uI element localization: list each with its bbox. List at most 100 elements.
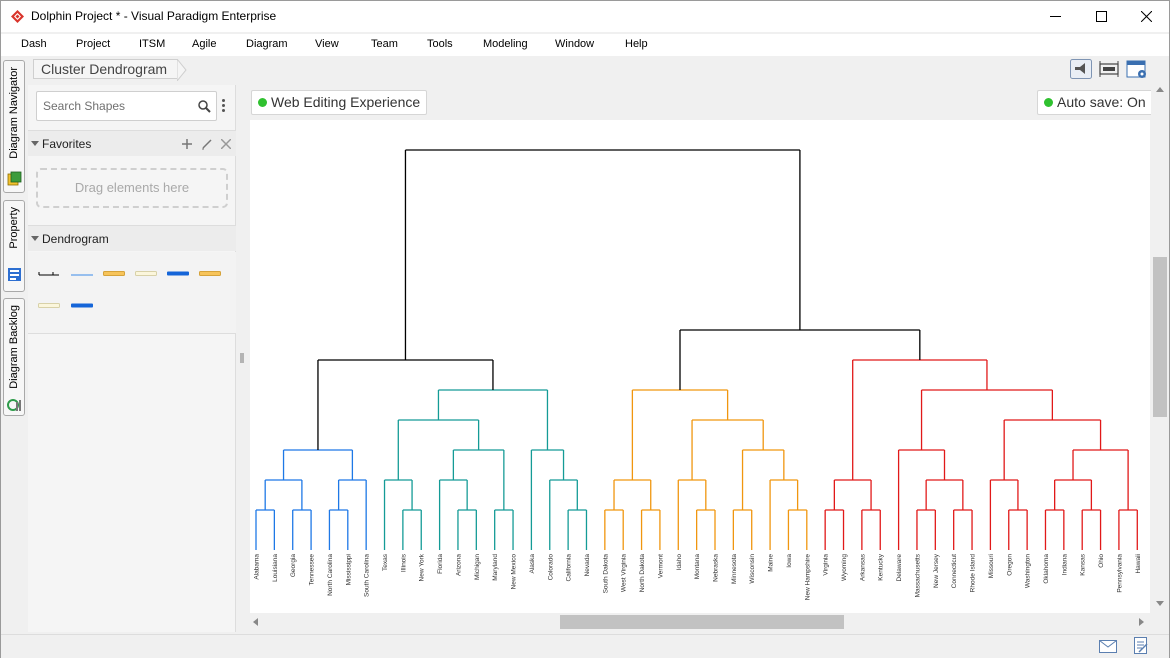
auto-save-chip[interactable]: Auto save: On <box>1037 90 1153 115</box>
maximize-icon <box>1095 11 1107 22</box>
light-bar-shape[interactable] <box>135 271 157 277</box>
dendrogram-section-header[interactable]: Dendrogram <box>28 225 236 251</box>
menu-diagram[interactable]: Diagram <box>246 38 288 50</box>
menu-team[interactable]: Team <box>371 38 398 50</box>
document-icon[interactable] <box>1133 637 1149 655</box>
menu-dash[interactable]: Dash <box>21 38 47 50</box>
leaf-label: North Carolina <box>327 554 334 596</box>
leaf-label: Wyoming <box>841 554 848 581</box>
menu-window[interactable]: Window <box>555 38 595 50</box>
leaf-label: Kentucky <box>878 553 885 580</box>
vertical-scroll-thumb[interactable] <box>1153 257 1167 417</box>
menu-tools[interactable]: Tools <box>427 38 453 50</box>
property-icon <box>8 268 21 281</box>
orange-bar-shape-2[interactable] <box>199 271 221 277</box>
favorites-title: Favorites <box>42 137 92 151</box>
visual-paradigm-logo-icon <box>11 10 24 23</box>
leaf-label: Louisiana <box>272 554 279 582</box>
add-icon[interactable] <box>182 139 192 149</box>
search-placeholder: Search Shapes <box>43 99 126 113</box>
favorites-section-header[interactable]: Favorites <box>28 130 236 156</box>
blue-line-shape[interactable] <box>71 272 93 276</box>
minimize-icon <box>1049 16 1061 17</box>
panel-splitter[interactable] <box>236 85 249 632</box>
leaf-label: Connecticut <box>951 554 958 589</box>
scroll-right-icon[interactable] <box>1139 618 1145 626</box>
menu-view[interactable]: View <box>315 38 339 50</box>
blue-bar-shape-2[interactable] <box>71 303 93 309</box>
leaf-label: South Dakota <box>602 554 609 594</box>
leaf-label: New Jersey <box>933 553 940 588</box>
leaf-label: Montana <box>694 554 701 580</box>
leaf-label: Maine <box>768 554 775 572</box>
leaf-label: North Dakota <box>639 554 646 593</box>
dendrogram-section-title: Dendrogram <box>42 232 109 246</box>
light-bar-shape-2[interactable] <box>38 303 60 309</box>
edit-icon[interactable] <box>201 138 213 150</box>
tab-diagram-backlog-label: Diagram Backlog <box>8 305 20 389</box>
search-shapes-input[interactable]: Search Shapes <box>36 91 217 121</box>
menu-help[interactable]: Help <box>625 38 648 50</box>
window-title: Dolphin Project * - Visual Paradigm Ente… <box>31 9 277 23</box>
maximize-button[interactable] <box>1078 1 1124 32</box>
leaf-label: Michigan <box>474 554 481 580</box>
web-editing-chip[interactable]: Web Editing Experience <box>251 90 428 115</box>
vertical-scrollbar[interactable] <box>1151 85 1169 615</box>
cluster-dendrogram[interactable]: Alabama Louisiana Georgia Tennessee North Ca… <box>250 120 1150 613</box>
horizontal-scroll-thumb[interactable] <box>560 615 844 629</box>
collapse-caret-icon[interactable] <box>31 141 39 146</box>
dendrogram-canvas[interactable]: Alabama Louisiana Georgia Tennessee North Ca… <box>250 120 1150 613</box>
blue-bar-shape[interactable] <box>167 271 189 277</box>
leaf-label: West Virginia <box>621 554 628 592</box>
tab-diagram-navigator-label: Diagram Navigator <box>8 67 20 159</box>
scroll-down-icon[interactable] <box>1156 601 1164 607</box>
more-options-icon[interactable] <box>222 99 225 112</box>
orange-bar-shape[interactable] <box>103 271 125 277</box>
mail-icon[interactable] <box>1099 640 1117 653</box>
dendrogram-link-shape[interactable] <box>38 270 60 278</box>
leaf-label: Washington <box>1025 554 1032 588</box>
diagram-settings-icon[interactable] <box>1126 59 1148 79</box>
leaf-label: Delaware <box>896 554 903 582</box>
leaf-label: New York <box>419 553 426 581</box>
minimize-button[interactable] <box>1032 1 1078 32</box>
collapse-caret-icon[interactable] <box>31 236 39 241</box>
shape-palette: Search Shapes Favorites Drag elements he… <box>28 85 236 632</box>
horizontal-scrollbar[interactable] <box>249 613 1151 631</box>
leaf-label: Missouri <box>988 554 995 578</box>
tab-diagram-backlog[interactable]: Diagram Backlog <box>3 298 25 416</box>
leaf-label: Idaho <box>676 554 683 571</box>
fit-width-icon[interactable] <box>1098 59 1120 79</box>
leaf-label: Tennessee <box>309 554 316 586</box>
menu-agile[interactable]: Agile <box>192 38 217 50</box>
leaf-label: Arizona <box>455 554 462 576</box>
leaf-label: Vermont <box>657 554 664 578</box>
announcement-icon[interactable] <box>1070 59 1092 79</box>
scroll-left-icon[interactable] <box>253 618 259 626</box>
close-icon <box>1140 11 1152 22</box>
menu-modeling[interactable]: Modeling <box>483 38 528 50</box>
leaf-label: Arkansas <box>859 553 866 581</box>
tab-property[interactable]: Property <box>3 200 25 292</box>
leaf-label: Minnesota <box>731 554 738 584</box>
remove-icon[interactable] <box>221 139 231 149</box>
menu-itsm[interactable]: ITSM <box>139 38 166 50</box>
splitter-grip-icon[interactable] <box>240 353 244 363</box>
tab-diagram-navigator[interactable]: Diagram Navigator <box>3 60 25 193</box>
leaf-label: Oregon <box>1006 554 1013 576</box>
leaf-label: Ohio <box>1098 554 1105 568</box>
diagram-navigator-icon <box>7 171 22 186</box>
leaf-label: Pennsylvania <box>1116 554 1123 593</box>
leaf-label: New Hampshire <box>804 554 811 601</box>
favorites-drop-zone[interactable]: Drag elements here <box>36 168 228 208</box>
search-icon[interactable] <box>198 100 211 113</box>
breadcrumb[interactable]: Cluster Dendrogram <box>33 59 179 79</box>
diagram-header-bar: Cluster Dendrogram <box>27 56 1169 85</box>
close-button[interactable] <box>1123 1 1169 32</box>
scroll-up-icon[interactable] <box>1156 87 1164 93</box>
leaf-label: California <box>566 554 573 582</box>
menu-project[interactable]: Project <box>76 38 111 50</box>
leaf-label: Nebraska <box>713 554 720 582</box>
leaf-label: Alaska <box>529 554 536 574</box>
leaf-label: Nevada <box>584 554 591 577</box>
